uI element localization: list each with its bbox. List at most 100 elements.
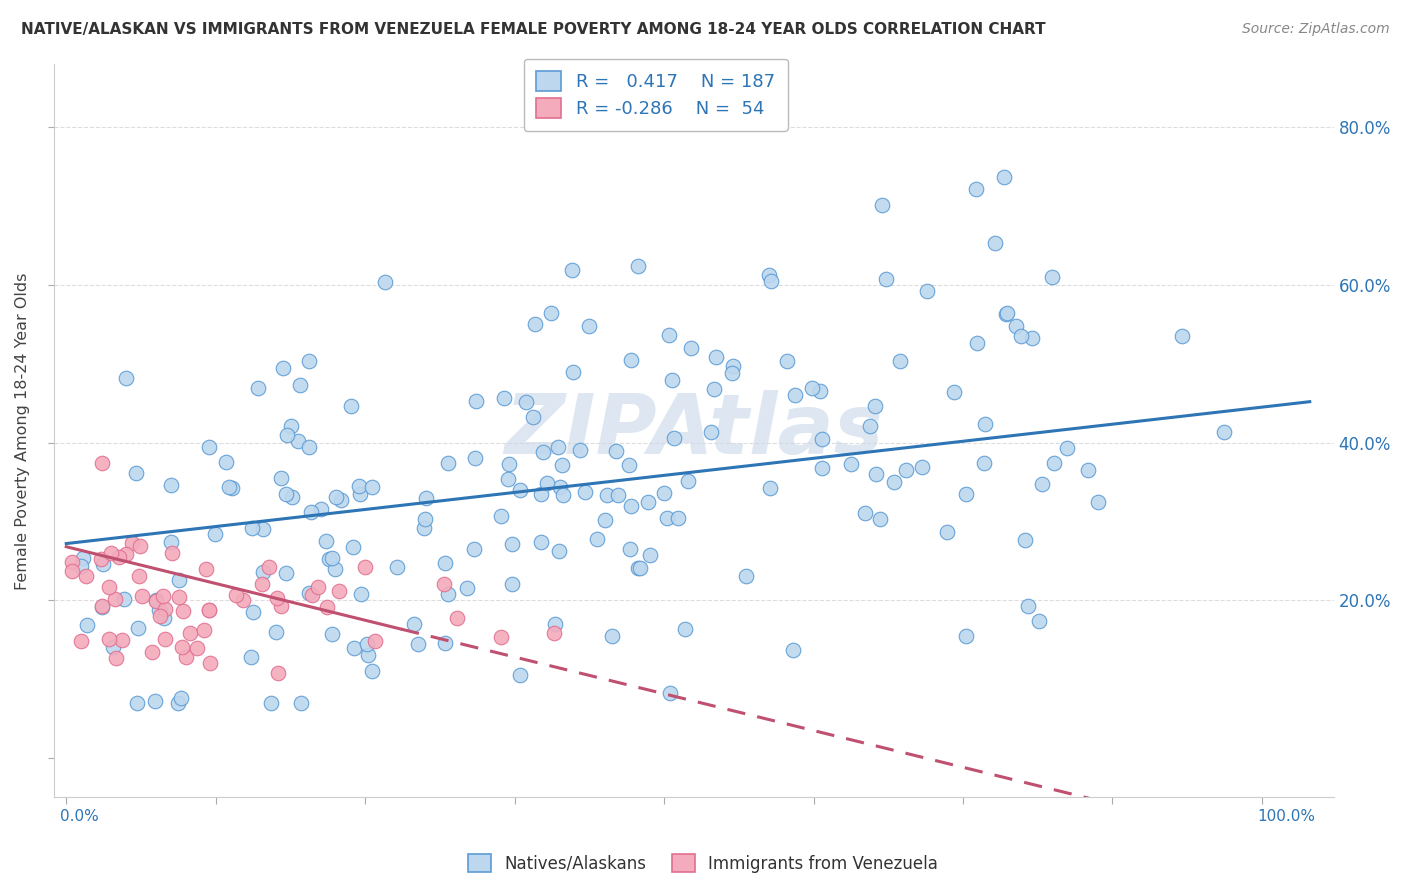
Point [593, 513, 616, 527]
Point [100, 546, 122, 560]
Point [531, 444, 554, 458]
Point [148, 603, 170, 617]
Point [387, 559, 409, 574]
Point [406, 637, 429, 651]
Point [108, 549, 131, 564]
Point [870, 197, 893, 211]
Point [318, 552, 340, 566]
Point [433, 556, 456, 570]
Point [638, 548, 661, 562]
Point [889, 354, 911, 368]
Point [198, 440, 221, 454]
Point [524, 317, 547, 331]
Point [915, 284, 938, 298]
Point [301, 588, 323, 602]
Point [1017, 599, 1039, 613]
Point [548, 543, 571, 558]
Point [204, 527, 226, 541]
Point [349, 487, 371, 501]
Point [167, 590, 190, 604]
Point [166, 696, 188, 710]
Point [115, 547, 138, 561]
Point [676, 474, 699, 488]
Point [143, 694, 166, 708]
Point [60, 555, 83, 569]
Point [758, 268, 780, 282]
Point [974, 417, 997, 431]
Point [252, 522, 274, 536]
Point [1056, 442, 1078, 456]
Point [160, 535, 183, 549]
Point [553, 488, 575, 502]
Point [883, 475, 905, 490]
Point [252, 565, 274, 579]
Point [153, 632, 176, 646]
Point [287, 434, 309, 448]
Point [501, 537, 523, 551]
Point [197, 603, 219, 617]
Point [141, 645, 163, 659]
Point [569, 442, 592, 457]
Point [342, 540, 364, 554]
Point [800, 381, 823, 395]
Point [315, 533, 337, 548]
Point [1040, 269, 1063, 284]
Point [357, 648, 380, 663]
Point [70, 634, 93, 648]
Point [491, 508, 513, 523]
Point [869, 512, 891, 526]
Point [808, 384, 831, 399]
Point [264, 624, 287, 639]
Point [288, 378, 311, 392]
Point [105, 651, 128, 665]
Point [60, 564, 83, 578]
Point [298, 354, 321, 368]
Point [127, 696, 149, 710]
Point [298, 586, 321, 600]
Point [658, 328, 681, 343]
Point [759, 274, 782, 288]
Point [681, 341, 703, 355]
Point [1043, 456, 1066, 470]
Point [149, 609, 172, 624]
Point [811, 461, 834, 475]
Point [540, 306, 562, 320]
Text: NATIVE/ALASKAN VS IMMIGRANTS FROM VENEZUELA FEMALE POVERTY AMONG 18-24 YEAR OLDS: NATIVE/ALASKAN VS IMMIGRANTS FROM VENEZU… [21, 22, 1046, 37]
Point [562, 365, 585, 379]
Point [433, 576, 456, 591]
Point [193, 623, 215, 637]
Point [316, 599, 339, 614]
Point [1077, 463, 1099, 477]
Point [839, 457, 862, 471]
Point [276, 428, 298, 442]
Point [110, 632, 132, 647]
Point [242, 605, 264, 619]
Point [943, 385, 966, 400]
Point [374, 275, 396, 289]
Point [1031, 477, 1053, 491]
Text: 100.0%: 100.0% [1258, 809, 1316, 824]
Point [91, 599, 114, 613]
Point [350, 587, 373, 601]
Point [585, 533, 607, 547]
Point [159, 478, 181, 492]
Point [759, 481, 782, 495]
Point [91, 557, 114, 571]
Point [240, 650, 263, 665]
Point [776, 354, 799, 368]
Point [955, 487, 977, 501]
Point [170, 690, 193, 705]
Point [343, 641, 366, 656]
Point [90, 552, 112, 566]
Point [1212, 425, 1234, 439]
Point [298, 440, 321, 454]
Point [522, 409, 544, 424]
Point [668, 511, 690, 525]
Point [250, 577, 273, 591]
Point [911, 460, 934, 475]
Point [270, 599, 292, 613]
Point [131, 589, 153, 603]
Point [627, 561, 650, 575]
Point [404, 616, 426, 631]
Point [145, 593, 167, 607]
